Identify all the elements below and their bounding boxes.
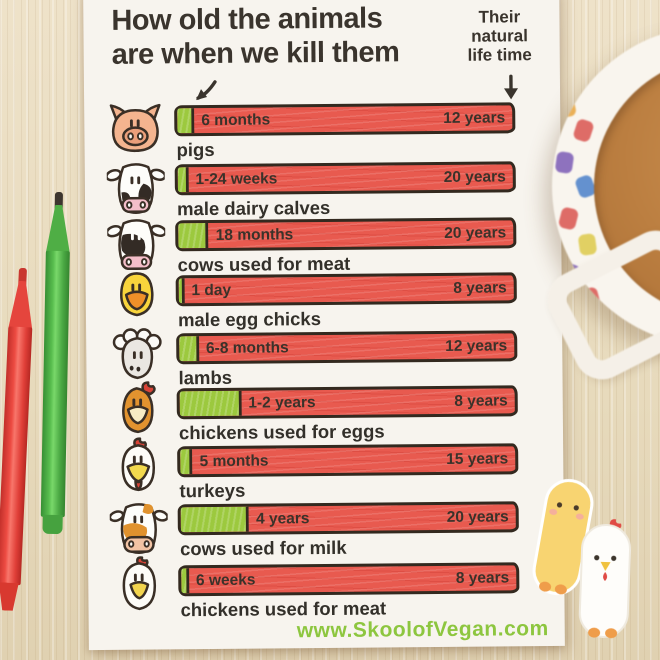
kill-age-segment: [179, 336, 200, 362]
lifespan-bar: 1-2 years 8 years: [176, 385, 518, 420]
chicken-icon: [122, 556, 157, 611]
kill-age-segment: [179, 390, 242, 417]
animal-name-label: pigs: [176, 138, 215, 161]
kill-age-segment: [177, 108, 195, 134]
kill-age-label: 18 months: [215, 225, 294, 244]
mug-pattern: [557, 206, 580, 231]
animal-row: 1 day 8 years male egg chicks: [86, 270, 562, 332]
lifespan-bar: 6 weeks 8 years: [178, 562, 520, 597]
chick-icon: [120, 272, 154, 317]
natural-life-label: 20 years: [446, 507, 509, 526]
website-link: www.SkoolofVegan.com: [296, 617, 549, 643]
animal-row: 1-24 weeks 20 years male dairy calves: [85, 159, 561, 221]
animal-row: 6 months 12 years pigs: [84, 100, 560, 162]
kill-age-segment: [180, 449, 193, 475]
animal-row: 1-2 years 8 years chickens used for eggs: [87, 381, 563, 445]
kill-age-segment: [178, 223, 209, 249]
green-marker-pen: [39, 191, 72, 544]
natural-life-label: 8 years: [454, 391, 508, 410]
lifespan-bar: 5 months 15 years: [177, 443, 519, 478]
natural-lifetime-note: Their natural life time: [467, 7, 532, 65]
animal-row: 6-8 months 12 years lambs: [86, 328, 562, 390]
mug-pattern: [556, 94, 577, 119]
animal-row: 4 years 20 years cows used for milk: [88, 499, 564, 561]
red-marker-pen: [0, 267, 36, 620]
lifespan-bar: 4 years 20 years: [177, 501, 519, 536]
lifespan-bar: 18 months 20 years: [175, 217, 517, 252]
title-line-1: How old the animals: [111, 2, 383, 37]
title-line-2: are when we kill them: [111, 36, 400, 71]
natural-life-label: 15 years: [446, 449, 509, 468]
animal-name-label: turkeys: [179, 479, 246, 502]
lifetime-arrow-icon: [504, 74, 519, 100]
kill-age-label: 1 day: [191, 281, 232, 299]
mug-pattern: [572, 117, 595, 144]
animal-row: 18 months 20 years cows used for meat: [85, 215, 561, 277]
natural-life-label: 20 years: [443, 167, 506, 186]
turkey-icon: [121, 437, 156, 492]
chick-sticker: [532, 479, 594, 595]
natural-life-label: 12 years: [443, 108, 506, 127]
natural-life-label: 12 years: [445, 336, 508, 355]
kill-age-label: 5 months: [199, 451, 269, 470]
natural-life-label: 8 years: [455, 568, 510, 587]
kill-age-arrow-icon: [196, 80, 217, 101]
mug-pattern: [577, 232, 598, 257]
animal-name-label: male egg chicks: [177, 308, 322, 331]
kill-age-label: 1-2 years: [248, 393, 316, 412]
hen-icon: [122, 381, 156, 434]
animal-row: 6 weeks 8 years chickens used for meat: [88, 556, 564, 622]
poster-title: How old the animals are when we kill the…: [111, 1, 399, 72]
lifespan-bar: 1 day 8 years: [175, 272, 517, 307]
cow-icon: [107, 219, 166, 271]
kill-age-segment: [180, 506, 250, 533]
animal-name-label: chickens used for meat: [180, 597, 387, 621]
kill-age-label: 4 years: [255, 509, 310, 528]
animal-name-label: cows used for milk: [179, 536, 347, 560]
lifespan-bar: 6 months 12 years: [174, 102, 516, 137]
kill-age-segment: [177, 167, 189, 193]
kill-age-label: 6 months: [201, 110, 271, 129]
lamb-icon: [112, 328, 162, 380]
natural-life-label: 20 years: [444, 223, 507, 242]
natural-life-label: 8 years: [453, 278, 507, 297]
animal-row: 5 months 15 years turkeys: [87, 437, 563, 503]
mug-pattern: [554, 150, 575, 175]
pig-icon: [109, 103, 161, 153]
milk-cow-icon: [109, 503, 169, 554]
kill-age-segment: [181, 568, 190, 594]
kill-age-label: 6 weeks: [195, 571, 256, 589]
lifespan-bar: 1-24 weeks 20 years: [174, 161, 516, 196]
kill-age-segment: [178, 278, 185, 304]
infographic-paper: How old the animals are when we kill the…: [83, 0, 565, 651]
kill-age-label: 6-8 months: [205, 338, 289, 357]
chicken-sticker: [578, 519, 632, 639]
kill-age-label: 1-24 weeks: [195, 169, 278, 188]
dairy-calf-icon: [106, 163, 166, 214]
lifespan-bar: 6-8 months 12 years: [176, 330, 518, 365]
animal-name-label: chickens used for eggs: [178, 420, 385, 444]
